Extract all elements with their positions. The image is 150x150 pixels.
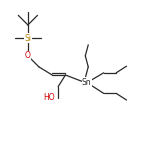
Text: O: O: [25, 51, 31, 60]
Text: Si: Si: [24, 34, 31, 43]
Text: HO: HO: [43, 93, 55, 102]
Text: Sn: Sn: [82, 78, 92, 87]
